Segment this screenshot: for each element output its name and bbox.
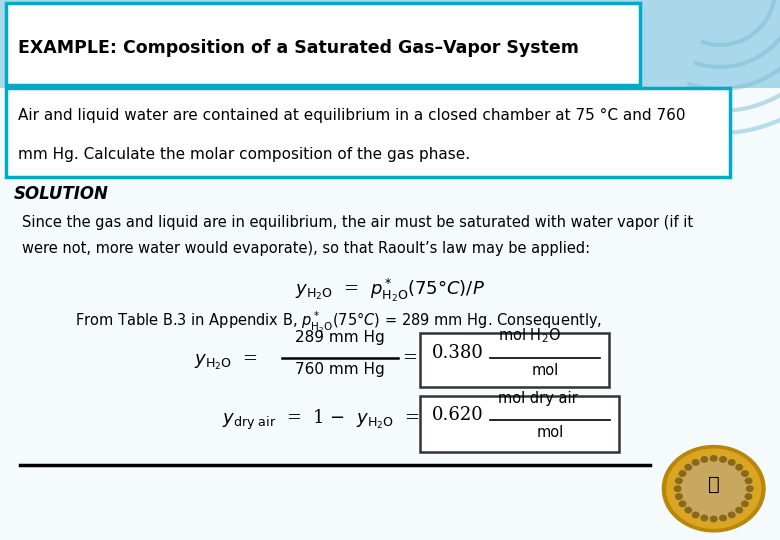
Bar bbox=[0, 0, 780, 90]
Text: =: = bbox=[402, 349, 417, 367]
Circle shape bbox=[685, 464, 692, 470]
Circle shape bbox=[729, 460, 735, 465]
Circle shape bbox=[701, 457, 707, 462]
FancyBboxPatch shape bbox=[420, 396, 619, 452]
Circle shape bbox=[685, 508, 692, 513]
FancyBboxPatch shape bbox=[6, 88, 730, 177]
Text: mol: mol bbox=[537, 425, 564, 440]
Circle shape bbox=[729, 512, 735, 518]
Text: From Table B.3 in Appendix B, $p^*_{\rm H_2O}(75°C)$ = 289 mm Hg. Consequently,: From Table B.3 in Appendix B, $p^*_{\rm … bbox=[75, 309, 602, 335]
Circle shape bbox=[745, 494, 752, 500]
Bar bbox=[0, 88, 780, 540]
Text: mol: mol bbox=[531, 363, 558, 378]
Circle shape bbox=[675, 486, 681, 491]
Text: 👤: 👤 bbox=[707, 475, 720, 494]
Text: 0.620: 0.620 bbox=[432, 406, 484, 424]
Circle shape bbox=[675, 478, 682, 484]
Text: Air and liquid water are contained at equilibrium in a closed chamber at 75 °C a: Air and liquid water are contained at eq… bbox=[18, 107, 686, 123]
Circle shape bbox=[675, 494, 682, 500]
Text: were not, more water would evaporate), so that Raoult’s law may be applied:: were not, more water would evaporate), s… bbox=[22, 240, 590, 255]
Text: SOLUTION: SOLUTION bbox=[14, 185, 109, 203]
Circle shape bbox=[736, 464, 743, 470]
Text: mol H$_2$O: mol H$_2$O bbox=[498, 326, 561, 345]
Circle shape bbox=[742, 471, 748, 476]
Circle shape bbox=[679, 501, 686, 507]
Circle shape bbox=[720, 515, 726, 521]
FancyBboxPatch shape bbox=[420, 333, 609, 387]
Text: EXAMPLE: Composition of a Saturated Gas–Vapor System: EXAMPLE: Composition of a Saturated Gas–… bbox=[18, 39, 579, 57]
Circle shape bbox=[746, 486, 753, 491]
Text: 289 mm Hg: 289 mm Hg bbox=[295, 330, 385, 345]
Text: mm Hg. Calculate the molar composition of the gas phase.: mm Hg. Calculate the molar composition o… bbox=[18, 147, 470, 163]
Text: 0.380: 0.380 bbox=[432, 344, 484, 362]
Circle shape bbox=[742, 501, 748, 507]
Text: $y_{\rm H_2O}$  =  $p^*_{\rm H_2O}(75°C)/P$: $y_{\rm H_2O}$ = $p^*_{\rm H_2O}(75°C)/P… bbox=[295, 276, 485, 303]
Circle shape bbox=[675, 456, 752, 521]
Circle shape bbox=[701, 515, 707, 521]
Circle shape bbox=[667, 449, 760, 528]
Text: $y_{\rm H_2O}$  =: $y_{\rm H_2O}$ = bbox=[194, 353, 258, 372]
Text: $y_{\rm dry\ air}$  =  1 $-$  $y_{\rm H_2O}$  =: $y_{\rm dry\ air}$ = 1 $-$ $y_{\rm H_2O}… bbox=[222, 408, 420, 432]
Circle shape bbox=[711, 516, 717, 522]
Circle shape bbox=[693, 460, 699, 465]
FancyBboxPatch shape bbox=[6, 3, 640, 85]
Text: mol dry air: mol dry air bbox=[498, 391, 578, 406]
Circle shape bbox=[679, 471, 686, 476]
Circle shape bbox=[662, 446, 765, 532]
Circle shape bbox=[720, 457, 726, 462]
Text: 760 mm Hg: 760 mm Hg bbox=[295, 362, 385, 377]
Text: Since the gas and liquid are in equilibrium, the air must be saturated with wate: Since the gas and liquid are in equilibr… bbox=[22, 214, 693, 230]
Circle shape bbox=[736, 508, 743, 513]
Circle shape bbox=[711, 456, 717, 461]
Circle shape bbox=[745, 478, 752, 484]
Circle shape bbox=[693, 512, 699, 518]
